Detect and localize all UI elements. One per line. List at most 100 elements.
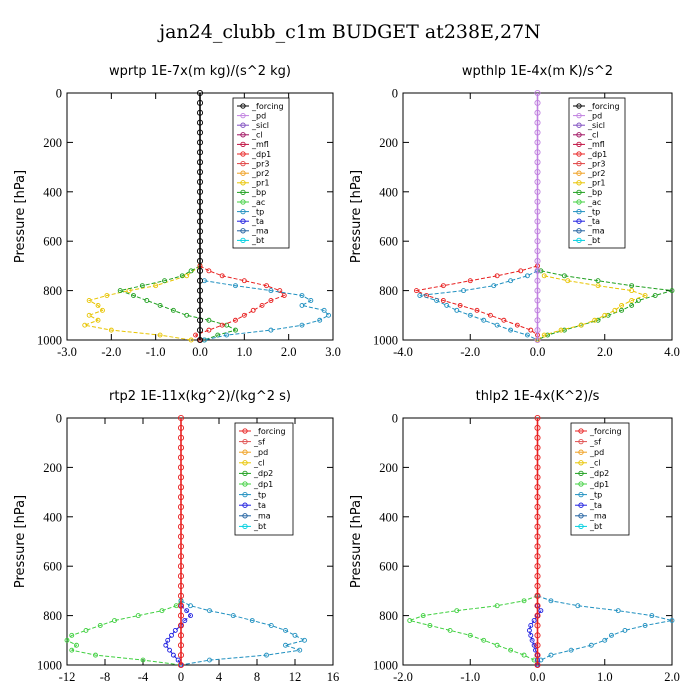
legend-entry-sicl: _sicl	[251, 121, 269, 130]
x-tick-label: 4	[216, 670, 223, 684]
data-point	[558, 327, 564, 333]
y-tick-label: 600	[379, 235, 398, 249]
data-point	[196, 139, 204, 146]
legend-entry-forcing: _forcing	[251, 102, 284, 111]
data-point	[177, 474, 185, 481]
data-point	[219, 322, 225, 328]
x-tick-label: -2.0	[101, 345, 121, 359]
data-point	[207, 608, 212, 614]
data-point	[196, 168, 204, 176]
y-tick-label: 400	[43, 510, 62, 524]
legend-entry-cl: _cl	[589, 459, 601, 468]
x-tick-label: -1.0	[146, 345, 166, 359]
legend-swatch-marker	[240, 141, 246, 148]
legend-swatch-marker	[242, 481, 248, 487]
series-line-tp	[204, 280, 330, 341]
data-point	[317, 317, 323, 323]
data-point	[534, 642, 541, 649]
legend-swatch-marker	[240, 170, 246, 176]
data-point	[481, 637, 487, 643]
legend-entry-dp1: _dp1	[251, 150, 271, 159]
data-point	[534, 592, 541, 599]
legend-entry-ta: _ta	[587, 217, 600, 226]
data-point	[196, 129, 204, 136]
data-point	[521, 652, 527, 658]
data-point	[635, 298, 641, 303]
data-point	[297, 647, 303, 653]
legend-entry-dp1: _dp1	[589, 480, 609, 489]
legend-swatch-marker	[240, 218, 246, 224]
data-point	[207, 657, 212, 663]
data-point	[642, 293, 648, 298]
y-tick-label: 400	[43, 185, 62, 199]
x-tick-label: -2.0	[393, 670, 413, 684]
legend-swatch-marker	[242, 523, 248, 530]
data-point	[534, 159, 541, 166]
y-tick-label: 800	[43, 284, 62, 298]
plot-frame	[66, 417, 334, 666]
data-point	[440, 298, 446, 303]
data-point	[595, 283, 601, 289]
data-point	[206, 327, 212, 333]
data-point	[602, 312, 608, 318]
legend-entry-bt: _bt	[251, 236, 264, 245]
legend-swatch-marker	[576, 103, 582, 109]
data-point	[268, 298, 274, 303]
y-tick-label: 0	[56, 87, 62, 101]
data-point	[95, 317, 101, 323]
chart-panel-1: wprtp 1E-7x(m kg)/(s^2 kg) Pressure [hPa]…	[13, 64, 341, 359]
y-tick-label: 1000	[37, 659, 62, 673]
legend-entry-mfl: _mfl	[251, 140, 269, 149]
legend-swatch-marker	[240, 112, 246, 119]
legend-entry-bp: _bp	[251, 188, 266, 197]
legend-swatch-marker	[578, 513, 584, 519]
x-tick-label: -12	[59, 670, 76, 684]
data-point	[177, 553, 185, 560]
data-point	[534, 523, 541, 530]
data-point	[196, 307, 204, 314]
data-point	[196, 287, 204, 294]
data-point	[108, 327, 114, 333]
panel-title: wprtp 1E-7x(m kg)/(s^2 kg)	[109, 64, 291, 79]
series-line-pr1	[537, 275, 647, 341]
data-point	[112, 618, 117, 623]
legend-swatch-marker	[578, 449, 584, 455]
data-point	[524, 273, 530, 279]
legend-swatch-marker	[242, 460, 248, 466]
legend-swatch-marker	[240, 208, 246, 215]
data-point	[534, 99, 541, 106]
data-point	[548, 598, 554, 604]
data-point	[420, 613, 426, 619]
data-point	[233, 327, 238, 333]
series-line-bp	[537, 270, 673, 341]
data-point	[534, 543, 541, 550]
series-line-dp1	[414, 265, 538, 340]
data-point	[196, 297, 204, 304]
x-tick-label: 3.0	[325, 345, 341, 359]
data-point	[534, 553, 541, 560]
data-point	[534, 188, 541, 195]
legend-entry-ma: _ma	[253, 512, 271, 521]
data-point	[538, 608, 544, 614]
data-point	[135, 613, 141, 619]
data-point	[170, 652, 176, 658]
data-point	[74, 642, 79, 648]
legend-swatch-marker	[578, 438, 584, 445]
x-tick-label: -4	[138, 670, 149, 684]
legend-swatch-marker	[242, 502, 248, 508]
legend-swatch-marker	[576, 160, 582, 167]
data-point	[534, 149, 541, 156]
data-point	[619, 302, 625, 308]
legend-entry-cl: _cl	[253, 459, 265, 468]
x-tick-label: -3.0	[57, 345, 77, 359]
legend-entry-dp1: _dp1	[587, 150, 607, 159]
data-point	[177, 444, 185, 451]
data-point	[326, 312, 332, 318]
legend-entry-tp: _tp	[587, 207, 600, 216]
data-point	[321, 307, 327, 313]
data-point	[177, 414, 185, 422]
data-point	[528, 632, 534, 638]
legend-entry-ma: _ma	[587, 227, 605, 236]
data-point	[177, 533, 185, 540]
y-tick-label: 800	[379, 609, 398, 623]
